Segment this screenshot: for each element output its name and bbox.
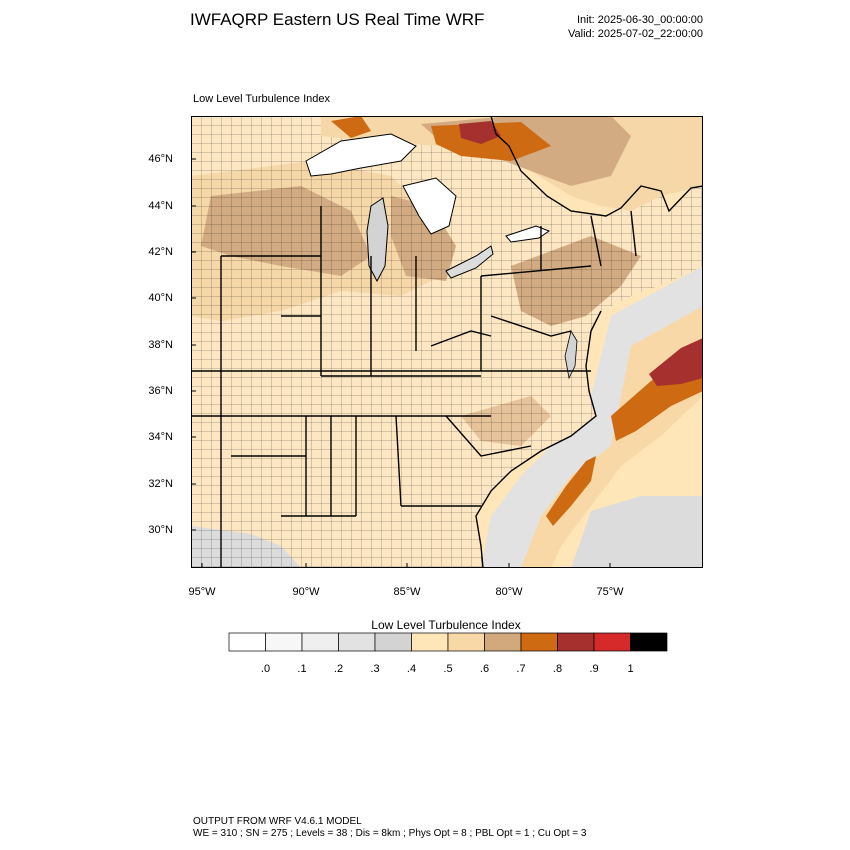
colorbar-tick-label: .9 <box>589 663 599 675</box>
init-time: Init: 2025-06-30_00:00:00 <box>577 14 703 26</box>
lat-label: 36°N <box>148 385 173 397</box>
colorbar-tick-label: .5 <box>443 663 453 675</box>
colorbar-swatch <box>338 632 376 652</box>
lat-label: 40°N <box>148 292 173 304</box>
lat-label: 30°N <box>148 524 173 536</box>
colorbar-tick-label: .0 <box>260 663 271 675</box>
colorbar-tick-label: .7 <box>516 663 526 675</box>
lake-ontario <box>505 225 551 243</box>
lake-huron <box>402 177 457 235</box>
footer-line-2: WE = 310 ; SN = 275 ; Levels = 38 ; Dis … <box>193 828 587 839</box>
colorbar-swatch <box>411 632 449 652</box>
colorbar <box>228 632 668 652</box>
colorbar-swatch <box>484 632 522 652</box>
colorbar-tick-label: .8 <box>552 663 563 675</box>
map-frame <box>191 116 703 568</box>
chesapeake-bay <box>564 329 578 380</box>
colorbar-swatch <box>557 632 595 652</box>
valid-time: Valid: 2025-07-02_22:00:00 <box>568 28 703 40</box>
footer-line-1: OUTPUT FROM WRF V4.6.1 MODEL <box>193 816 362 827</box>
axis-ticks <box>191 158 611 568</box>
lon-label: 75°W <box>596 586 624 598</box>
colorbar-tick-label: .1 <box>297 663 307 675</box>
lat-label: 38°N <box>148 339 173 351</box>
lat-label: 46°N <box>148 153 173 165</box>
colorbar-title: Low Level Turbulence Index <box>371 618 521 632</box>
lake-erie <box>445 245 494 279</box>
lon-label: 85°W <box>393 586 421 598</box>
lat-label: 34°N <box>148 431 173 443</box>
ocean-gray-south <box>571 496 703 568</box>
colorbar-swatch <box>593 632 631 652</box>
lat-label: 32°N <box>148 478 173 490</box>
state-borders <box>191 116 703 568</box>
colorbar-swatch <box>301 632 339 652</box>
lake-superior <box>305 133 417 177</box>
lat-label: 42°N <box>148 246 173 258</box>
lake-michigan <box>366 197 389 283</box>
lon-label: 95°W <box>188 586 216 598</box>
colorbar-swatch <box>520 632 558 652</box>
colorbar-tick-label: .3 <box>370 663 380 675</box>
colorbar-tick-label: .6 <box>479 663 490 675</box>
ocean-orange-offshore-south <box>546 456 596 526</box>
colorbar-tick-label: .4 <box>406 663 417 675</box>
lat-label: 44°N <box>148 200 173 212</box>
colorbar-swatch <box>265 632 303 652</box>
colorbar-swatch <box>228 632 266 652</box>
ocean-red-core <box>649 338 703 386</box>
model-footer: OUTPUT FROM WRF V4.6.1 MODEL WE = 310 ; … <box>193 816 586 840</box>
colorbar-tick-label: 1 <box>627 663 634 675</box>
plot-title: Low Level Turbulence Index <box>193 93 330 105</box>
lon-label: 80°W <box>495 586 523 598</box>
colorbar-swatch <box>630 632 668 652</box>
colorbar-tick-label: .2 <box>333 663 344 675</box>
colorbar-swatch <box>447 632 485 652</box>
run-info: Init: 2025-06-30_00:00:00 Valid: 2025-07… <box>568 13 703 41</box>
lon-label: 90°W <box>292 586 320 598</box>
canada-orange-east <box>331 116 371 138</box>
page-title: IWFAQRP Eastern US Real Time WRF <box>190 10 485 29</box>
canada-red <box>459 121 501 144</box>
turbulence-map <box>191 116 703 568</box>
colorbar-swatch <box>374 632 412 652</box>
